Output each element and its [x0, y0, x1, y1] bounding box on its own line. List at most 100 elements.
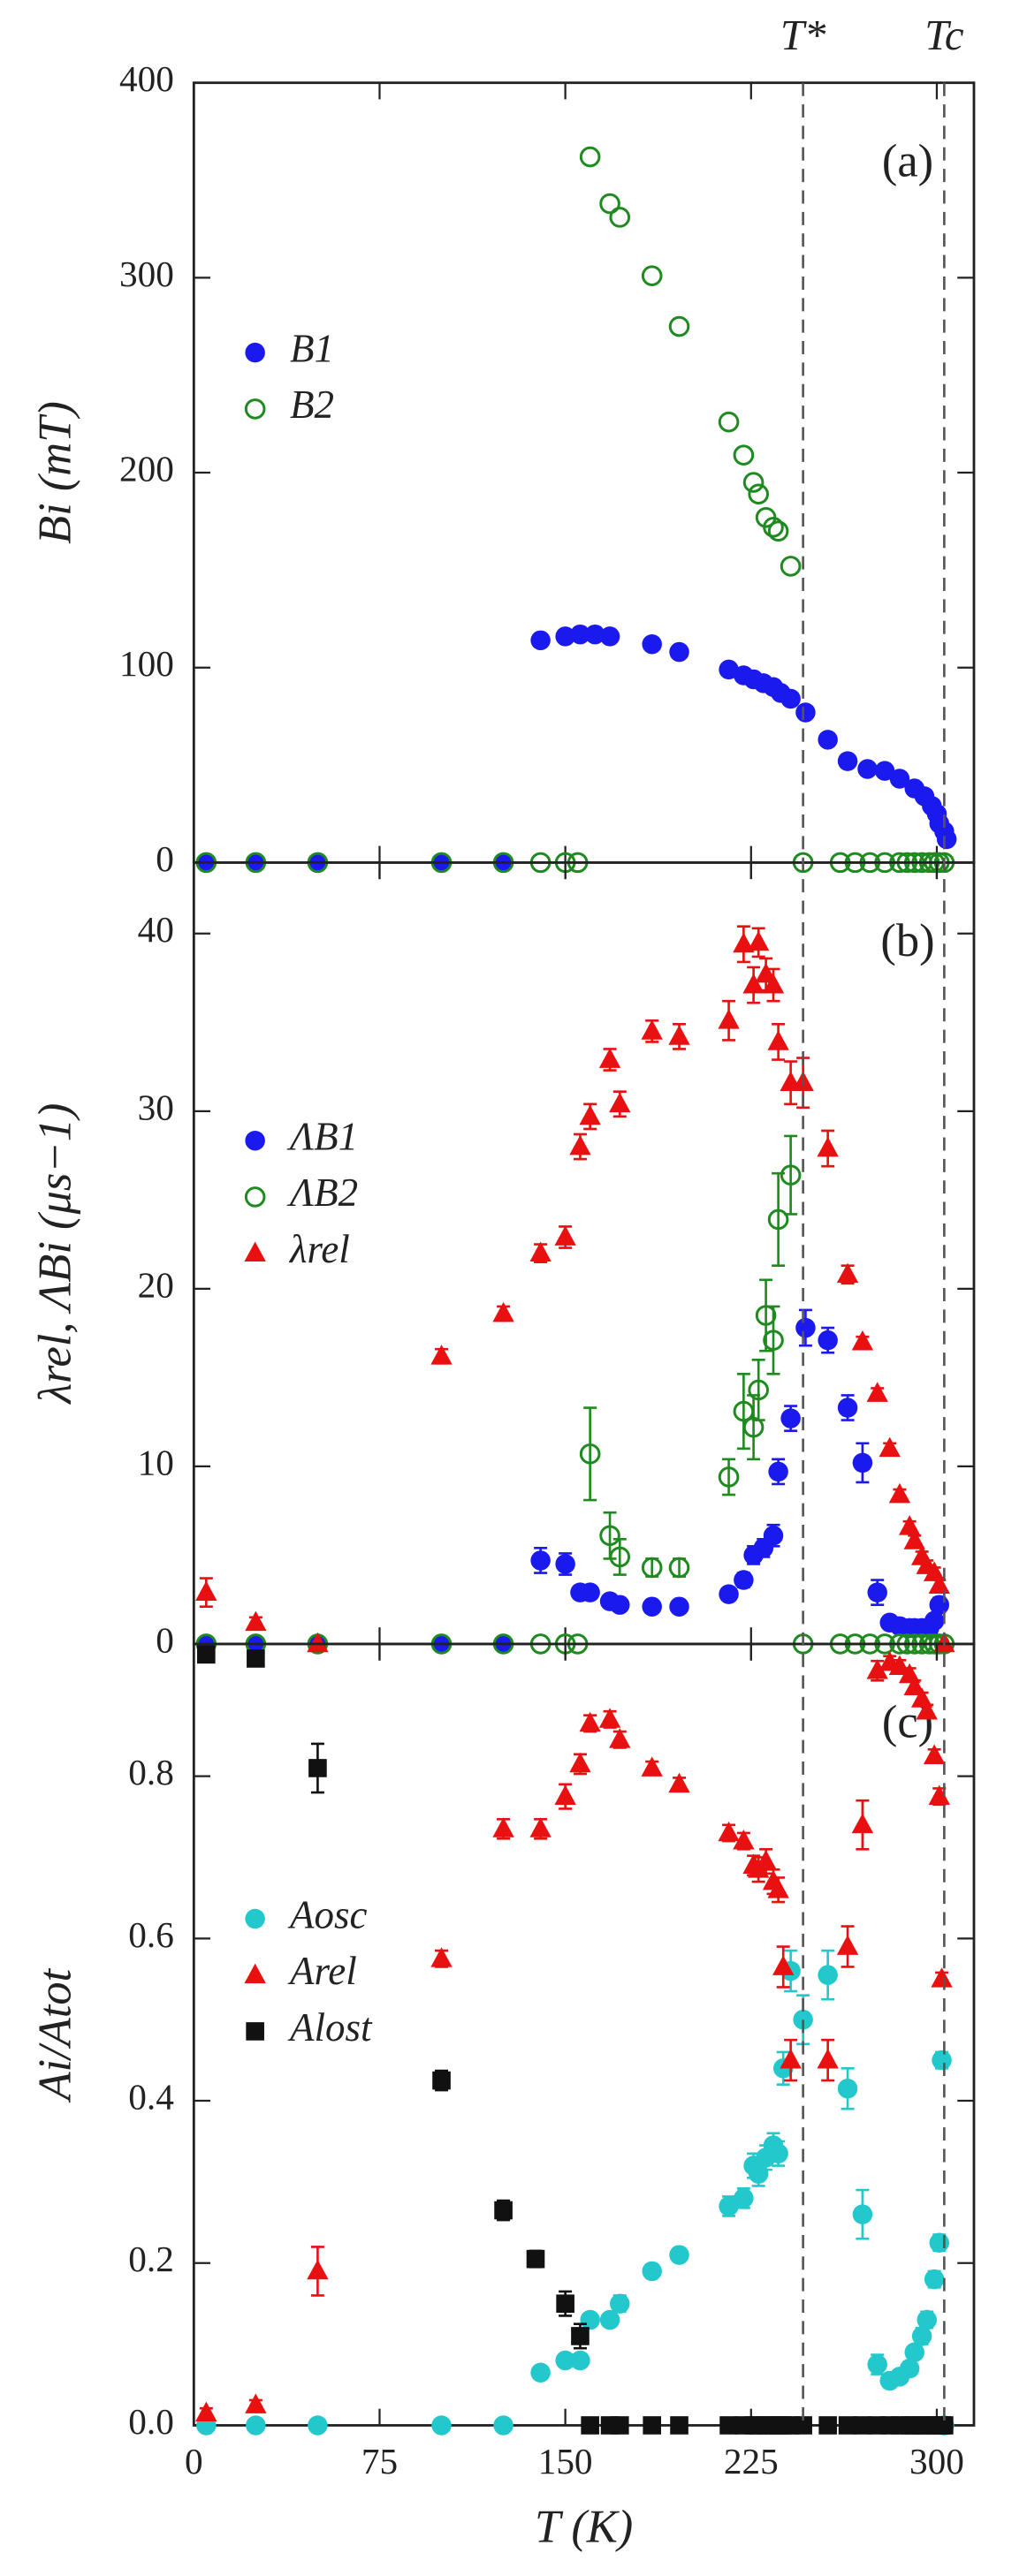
data-point	[245, 1610, 267, 1632]
data-point	[904, 2342, 924, 2363]
data-point	[598, 1048, 621, 1068]
x-tick-label: 0	[185, 2441, 203, 2481]
y-axis-label: Ai/Atot	[30, 1967, 81, 2102]
data-point	[874, 761, 895, 781]
data-point	[431, 2415, 452, 2436]
legend-marker	[245, 1130, 265, 1151]
data-point	[780, 2049, 802, 2069]
data-point	[734, 1570, 754, 1590]
data-point	[529, 1241, 552, 1262]
data-point	[755, 1849, 777, 1870]
y-tick-label: 0.0	[128, 2401, 174, 2442]
y-tick-label: 30	[138, 1087, 174, 1127]
data-point	[932, 2049, 952, 2071]
data-point	[432, 2071, 451, 2090]
data-point	[430, 1947, 453, 1967]
error-bar	[772, 1171, 786, 1268]
data-point	[530, 2362, 551, 2383]
data-point	[793, 2009, 813, 2030]
y-tick-label: 10	[138, 1442, 174, 1482]
data-point	[836, 1935, 859, 1955]
data-point	[916, 1700, 938, 1720]
data-point	[866, 1659, 888, 1679]
y-axis-label: Bi (mT)	[30, 401, 81, 544]
data-point	[609, 1728, 631, 1748]
legend-label: Alost	[287, 2005, 373, 2049]
data-point	[585, 624, 605, 645]
y-tick-label: 0	[156, 1619, 174, 1660]
data-point	[888, 1655, 911, 1676]
data-point	[642, 1596, 662, 1617]
data-point	[493, 2415, 514, 2436]
data-point	[837, 1398, 858, 1418]
panel-label: (b)	[880, 915, 934, 966]
x-tick-label: 300	[909, 2441, 964, 2481]
data-point	[670, 2416, 688, 2435]
data-point	[599, 193, 620, 215]
data-point	[599, 1525, 620, 1547]
data-point	[929, 2232, 949, 2254]
error-bar	[722, 1458, 736, 1496]
data-point	[554, 1225, 576, 1246]
data-point	[852, 2204, 873, 2224]
data-point	[719, 2416, 738, 2435]
data-point	[867, 2354, 887, 2375]
data-point	[430, 1345, 453, 1365]
data-point	[598, 1708, 621, 1728]
data-point	[734, 2188, 754, 2209]
y-tick-label: 400	[119, 58, 174, 99]
data-point	[556, 2294, 574, 2313]
data-point	[610, 2416, 629, 2435]
data-point	[641, 1756, 663, 1777]
y-tick-label: 200	[119, 448, 174, 489]
data-point	[898, 1515, 921, 1535]
data-point	[529, 1817, 552, 1837]
data-point	[818, 1965, 838, 1985]
x-tick-label: 75	[361, 2441, 398, 2481]
y-axis-label: λrel, ΛBi (μs−1)	[30, 1103, 81, 1405]
data-point	[888, 1482, 911, 1504]
data-point	[308, 1759, 327, 1777]
data-point	[599, 626, 620, 647]
data-point	[719, 1584, 739, 1604]
data-point	[641, 265, 663, 286]
data-point	[669, 641, 689, 663]
data-point	[668, 1557, 690, 1579]
data-point	[718, 1009, 740, 1029]
data-point	[763, 517, 784, 538]
data-point	[767, 520, 789, 542]
data-point	[308, 2415, 328, 2436]
data-point	[669, 1596, 689, 1617]
y-tick-label: 20	[138, 1264, 174, 1305]
data-point	[768, 2143, 788, 2163]
data-point	[569, 1134, 591, 1155]
data-point	[526, 2249, 545, 2269]
data-point	[492, 1817, 514, 1837]
data-point	[530, 630, 551, 651]
data-point	[742, 472, 765, 493]
data-point	[903, 1675, 925, 1695]
error-bar	[603, 1511, 617, 1560]
y-tick-label: 0	[156, 838, 174, 879]
legend-label: Aosc	[287, 1892, 367, 1936]
data-point	[762, 973, 785, 994]
data-point	[852, 1452, 873, 1474]
error-bar	[673, 1557, 687, 1578]
data-point	[851, 1330, 874, 1351]
error-bar	[736, 1373, 750, 1451]
data-point	[555, 2350, 575, 2371]
data-point	[794, 2416, 812, 2435]
data-point	[867, 1582, 887, 1602]
data-point	[755, 1305, 777, 1326]
data-point	[197, 1645, 216, 1664]
legend-label: ΛB2	[286, 1171, 358, 1215]
data-point	[195, 1580, 217, 1601]
data-point	[817, 2049, 839, 2069]
error-bar	[645, 1557, 659, 1578]
legend-marker	[245, 342, 265, 363]
y-tick-label: 0.2	[128, 2239, 174, 2279]
data-point	[669, 2245, 689, 2265]
data-point	[866, 1382, 888, 1402]
data-point	[718, 1821, 740, 1842]
